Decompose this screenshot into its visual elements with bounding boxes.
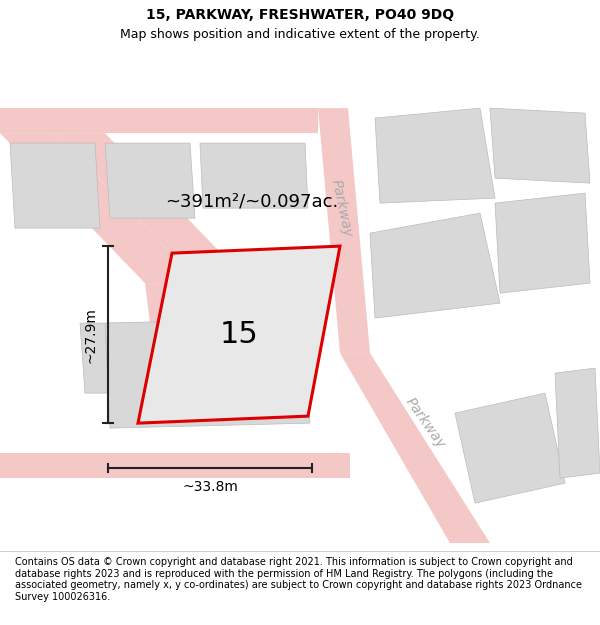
Polygon shape <box>455 393 565 503</box>
Polygon shape <box>555 368 600 478</box>
Text: Parkway: Parkway <box>329 178 355 238</box>
Polygon shape <box>105 143 195 218</box>
Polygon shape <box>138 246 340 423</box>
Polygon shape <box>318 108 370 353</box>
Polygon shape <box>55 133 250 283</box>
Polygon shape <box>200 143 308 208</box>
Text: Map shows position and indicative extent of the property.: Map shows position and indicative extent… <box>120 28 480 41</box>
Text: 15, PARKWAY, FRESHWATER, PO40 9DQ: 15, PARKWAY, FRESHWATER, PO40 9DQ <box>146 8 454 22</box>
Polygon shape <box>340 353 490 543</box>
Polygon shape <box>105 318 310 428</box>
Polygon shape <box>0 133 200 283</box>
Polygon shape <box>495 193 590 293</box>
Polygon shape <box>10 143 100 228</box>
Polygon shape <box>80 323 145 393</box>
Text: ~391m²/~0.097ac.: ~391m²/~0.097ac. <box>165 192 338 210</box>
Text: Contains OS data © Crown copyright and database right 2021. This information is : Contains OS data © Crown copyright and d… <box>15 557 582 602</box>
Polygon shape <box>375 108 495 203</box>
Polygon shape <box>145 283 210 363</box>
Text: 15: 15 <box>220 320 259 349</box>
Text: ~27.9m: ~27.9m <box>84 307 98 362</box>
Polygon shape <box>490 108 590 183</box>
Text: Parkway: Parkway <box>403 395 448 451</box>
Polygon shape <box>0 108 318 133</box>
Polygon shape <box>370 213 500 318</box>
Text: ~33.8m: ~33.8m <box>182 480 238 494</box>
Polygon shape <box>0 453 350 478</box>
